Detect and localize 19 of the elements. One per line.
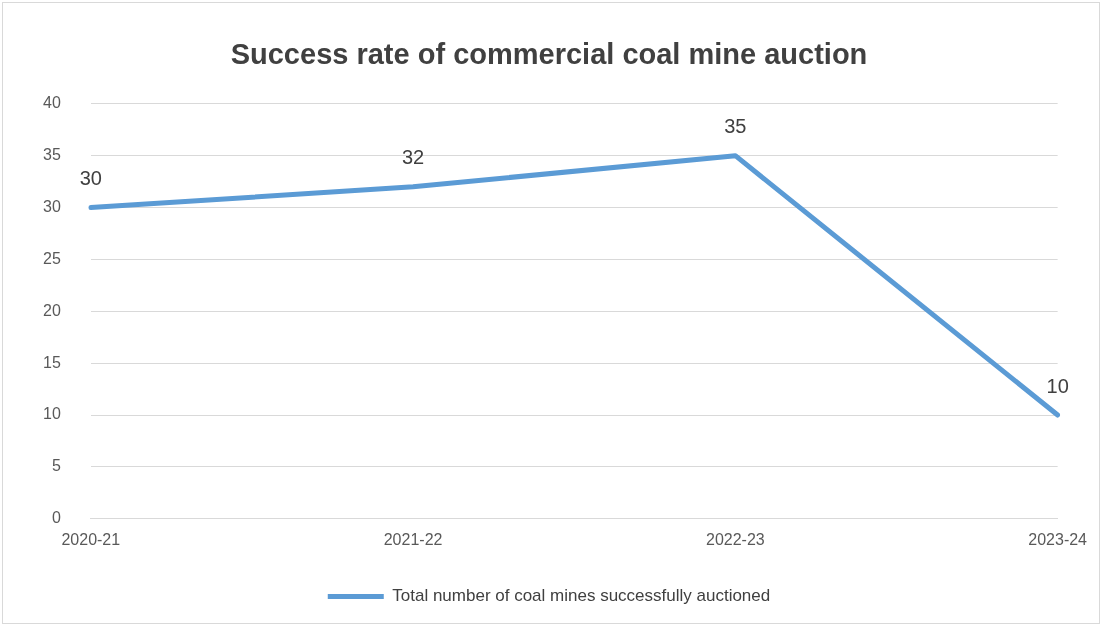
data-label: 35 (724, 115, 747, 138)
chart-title: Success rate of commercial coal mine auction (230, 38, 868, 71)
data-label: 32 (401, 146, 425, 169)
data-label: 10 (1046, 374, 1069, 397)
y-tick-label: 25 (43, 249, 61, 267)
x-tick-label: 2021-22 (383, 530, 443, 548)
y-tick-label: 35 (43, 146, 61, 164)
legend-label: Total number of coal mines successfully auctioned (392, 586, 771, 606)
x-tick-label: 2023-24 (1028, 530, 1088, 548)
y-tick-label: 20 (43, 301, 61, 319)
y-tick-label: 5 (51, 457, 61, 475)
data-label: 30 (79, 167, 102, 190)
y-tick-label: 0 (51, 509, 61, 527)
y-tick-label: 40 (43, 94, 61, 112)
x-tick-label: 2022-23 (706, 530, 765, 548)
y-tick-label: 30 (43, 197, 61, 215)
x-tick-label: 2020-21 (61, 530, 121, 548)
y-tick-label: 15 (43, 353, 61, 371)
y-tick-label: 10 (43, 405, 61, 423)
